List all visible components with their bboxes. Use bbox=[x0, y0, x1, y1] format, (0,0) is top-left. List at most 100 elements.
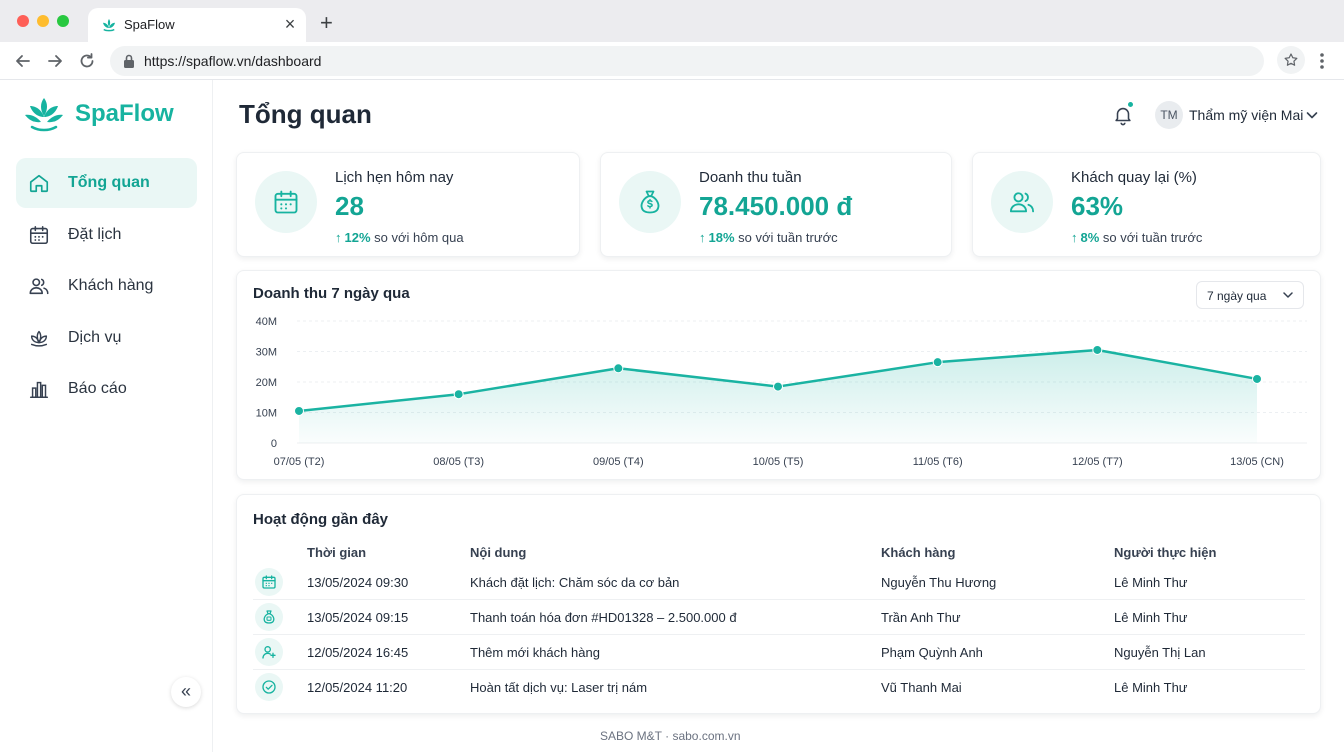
stat-value: 78.450.000 đ bbox=[699, 191, 853, 221]
row-icon-badge bbox=[255, 603, 283, 631]
user-plus-icon bbox=[262, 646, 276, 659]
activity-row[interactable]: 12/05/2024 11:20 Hoàn tất dịch vụ: Laser… bbox=[253, 670, 1305, 705]
url-text: https://spaflow.vn/dashboard bbox=[144, 53, 322, 69]
stat-label: Lịch hẹn hôm nay bbox=[335, 169, 454, 186]
calendar-icon bbox=[29, 225, 49, 245]
activity-time: 12/05/2024 16:45 bbox=[307, 645, 409, 660]
bar-chart-icon bbox=[29, 381, 49, 399]
lotus-icon bbox=[30, 330, 48, 347]
activity-title: Hoạt động gần đây bbox=[253, 511, 388, 528]
sidebar-item-tong-quan[interactable]: Tổng quan bbox=[16, 158, 197, 208]
sidebar: SpaFlow Tổng quan Đặt lịch Khách hàng bbox=[0, 80, 213, 752]
stat-card-weekly-revenue: Doanh thu tuần 78.450.000 đ ↑ 18% so với … bbox=[600, 152, 952, 257]
avatar[interactable]: TM bbox=[1155, 101, 1183, 129]
stat-card-appointments: Lịch hẹn hôm nay 28 ↑ 12% so với hôm qua bbox=[236, 152, 580, 257]
arrow-up-icon: ↑ bbox=[335, 230, 342, 245]
sidebar-item-label: Dịch vụ bbox=[68, 329, 122, 346]
stat-change-percent: 12% bbox=[344, 230, 371, 245]
x-tick-label: 08/05 (T3) bbox=[433, 456, 484, 468]
sidebar-item-label: Đặt lịch bbox=[68, 226, 122, 243]
footer-credit: SABO M&T · sabo.com.vn bbox=[600, 729, 741, 743]
sidebar-item-dich-vu[interactable]: Dịch vụ bbox=[16, 313, 197, 363]
sidebar-item-khach-hang[interactable]: Khách hàng bbox=[16, 261, 197, 311]
window-close-button[interactable] bbox=[17, 15, 29, 27]
sidebar-item-bao-cao[interactable]: Báo cáo bbox=[16, 364, 197, 414]
stat-change-text: so với tuần trước bbox=[738, 230, 838, 245]
revenue-chart-card: Doanh thu 7 ngày qua 7 ngày qua 0 10M 20M 3… bbox=[236, 270, 1321, 480]
stat-change-text: so với tuần trước bbox=[1102, 230, 1203, 245]
stat-icon-badge bbox=[619, 171, 681, 233]
row-icon-badge bbox=[255, 673, 283, 701]
browser-toolbar: https://spaflow.vn/dashboard bbox=[0, 42, 1344, 80]
bell-icon[interactable] bbox=[1112, 104, 1134, 126]
activity-time: 13/05/2024 09:30 bbox=[307, 575, 409, 590]
data-point bbox=[613, 363, 624, 374]
data-point bbox=[294, 405, 304, 416]
x-tick-label: 09/05 (T4) bbox=[593, 456, 644, 468]
stat-change-percent: 8% bbox=[1080, 230, 1100, 245]
revenue-line-chart: 0 10M 20M 30M 40M 07/05 (T2) 08/05 (T3) 09/05 (… bbox=[256, 316, 1307, 468]
browser-menu-icon[interactable] bbox=[1312, 50, 1332, 72]
activity-row[interactable]: 12/05/2024 16:45 Thêm mới khách hàng Phạ… bbox=[253, 635, 1305, 670]
activity-content: Thêm mới khách hàng bbox=[470, 645, 600, 660]
activity-row[interactable]: 13/05/2024 09:15 Thanh toán hóa đơn #HD0… bbox=[253, 600, 1305, 635]
browser-titlebar: SpaFlow × + bbox=[0, 0, 1344, 42]
window-maximize-button[interactable] bbox=[57, 15, 69, 27]
stat-card-returning-customers: Khách quay lại (%) 63% ↑ 8% so với tuần t… bbox=[972, 152, 1321, 257]
sidebar-item-label: Tổng quan bbox=[68, 174, 150, 191]
bookmark-star-button[interactable] bbox=[1277, 46, 1305, 74]
sidebar-item-label: Khách hàng bbox=[68, 277, 154, 294]
lotus-logo-icon bbox=[25, 98, 63, 132]
activity-customer: Vũ Thanh Mai bbox=[881, 680, 962, 695]
back-arrow-icon[interactable] bbox=[13, 51, 33, 71]
range-select[interactable]: 7 ngày qua bbox=[1196, 281, 1304, 309]
stat-icon-badge bbox=[991, 171, 1053, 233]
window-minimize-button[interactable] bbox=[37, 15, 49, 27]
sidebar-item-dat-lich[interactable]: Đặt lịch bbox=[16, 210, 197, 260]
x-tick-label: 10/05 (T5) bbox=[753, 456, 804, 468]
range-select-value: 7 ngày qua bbox=[1207, 289, 1267, 303]
y-tick-label: 20M bbox=[256, 377, 277, 389]
activity-row[interactable]: 13/05/2024 09:30 Khách đặt lịch: Chăm só… bbox=[253, 565, 1305, 600]
notification-dot bbox=[1127, 101, 1134, 108]
users-icon bbox=[1009, 192, 1035, 213]
stat-value: 28 bbox=[335, 191, 364, 221]
y-tick-label: 10M bbox=[256, 408, 277, 420]
sidebar-item-label: Báo cáo bbox=[68, 380, 127, 397]
column-header-staff: Người thực hiện bbox=[1114, 545, 1217, 560]
activity-time: 12/05/2024 11:20 bbox=[307, 680, 408, 695]
activity-staff: Lê Minh Thư bbox=[1114, 575, 1188, 590]
column-header-time: Thời gian bbox=[307, 545, 367, 560]
collapse-sidebar-button[interactable]: « bbox=[171, 677, 201, 707]
double-chevron-left-icon: « bbox=[180, 681, 191, 701]
stat-value: 63% bbox=[1071, 191, 1124, 221]
activity-staff: Lê Minh Thư bbox=[1114, 610, 1188, 625]
main-content: Tổng quan TM Thẩm mỹ viện Mai Lịch hẹn h… bbox=[214, 80, 1344, 752]
data-point bbox=[1252, 373, 1262, 384]
series-area bbox=[299, 349, 1257, 443]
activity-customer: Nguyễn Thu Hương bbox=[881, 575, 997, 590]
tab-close-icon[interactable]: × bbox=[284, 14, 296, 34]
user-name[interactable]: Thẩm mỹ viện Mai bbox=[1189, 107, 1304, 123]
stat-change: ↑ 18% so với tuần trước bbox=[699, 230, 838, 245]
browser-tab[interactable]: SpaFlow × bbox=[88, 8, 306, 42]
calendar-icon bbox=[274, 190, 298, 214]
stat-icon-badge bbox=[255, 171, 317, 233]
forward-arrow-icon[interactable] bbox=[45, 51, 65, 71]
x-tick-label: 11/05 (T6) bbox=[913, 456, 963, 468]
reload-icon[interactable] bbox=[77, 51, 97, 71]
x-tick-label: 07/05 (T2) bbox=[274, 456, 325, 468]
new-tab-icon[interactable]: + bbox=[320, 10, 333, 35]
x-tick-label: 12/05 (T7) bbox=[1072, 456, 1123, 468]
brand-name: SpaFlow bbox=[75, 100, 174, 127]
address-bar[interactable]: https://spaflow.vn/dashboard bbox=[110, 46, 1264, 76]
activity-staff: Lê Minh Thư bbox=[1114, 680, 1188, 695]
y-tick-label: 30M bbox=[256, 347, 277, 359]
stat-change: ↑ 8% so với tuần trước bbox=[1071, 230, 1202, 245]
payment-icon bbox=[263, 610, 275, 624]
y-tick-label: 0 bbox=[271, 438, 277, 450]
arrow-up-icon: ↑ bbox=[1071, 230, 1078, 245]
chevron-down-icon[interactable] bbox=[1306, 110, 1318, 120]
activity-customer: Trần Anh Thư bbox=[881, 610, 961, 625]
stat-label: Doanh thu tuần bbox=[699, 169, 802, 186]
